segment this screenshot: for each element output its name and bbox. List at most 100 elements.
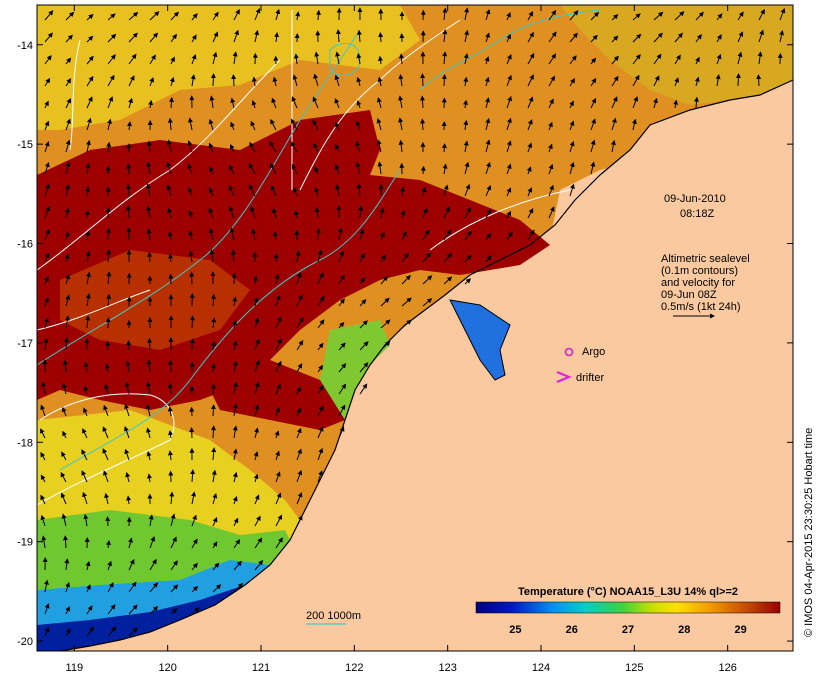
velocity-arrow — [314, 51, 320, 65]
lon-tick-label: 122 — [345, 662, 363, 674]
lon-tick-label: 125 — [625, 662, 643, 674]
velocity-arrow — [82, 428, 88, 439]
velocity-arrow — [86, 75, 94, 87]
velocity-arrow — [254, 29, 260, 43]
colorbar-tick-label: 25 — [509, 624, 521, 636]
velocity-arrow — [107, 582, 114, 593]
velocity-arrow — [124, 425, 130, 439]
velocity-arrow — [485, 232, 492, 241]
velocity-arrow — [44, 161, 50, 175]
velocity-arrow — [61, 451, 67, 461]
velocity-arrow — [189, 315, 195, 329]
velocity-arrow — [106, 249, 112, 263]
velocity-arrow — [254, 494, 260, 505]
velocity-arrow — [233, 381, 238, 395]
velocity-arrow — [275, 492, 282, 505]
velocity-arrow — [527, 74, 534, 87]
drifter-label: drifter — [576, 372, 604, 384]
velocity-arrow — [64, 558, 70, 571]
velocity-arrow — [376, 97, 382, 109]
velocity-arrow — [376, 118, 382, 131]
velocity-arrow — [422, 229, 430, 241]
velocity-arrow — [275, 383, 281, 395]
velocity-arrow — [317, 272, 324, 285]
velocity-arrow — [631, 118, 637, 131]
velocity-arrow — [104, 383, 109, 395]
velocity-arrow — [590, 97, 596, 109]
velocity-arrow — [149, 582, 159, 593]
velocity-arrow — [41, 535, 47, 549]
velocity-arrow — [400, 186, 406, 197]
velocity-arrow — [355, 140, 361, 153]
velocity-arrow — [441, 143, 447, 153]
velocity-arrow — [653, 32, 663, 43]
velocity-arrow — [611, 35, 619, 43]
velocity-arrow — [695, 33, 702, 43]
velocity-arrow — [230, 249, 236, 263]
velocity-arrow — [82, 491, 88, 505]
velocity-arrow — [611, 75, 619, 87]
lat-tick-label: -14 — [17, 40, 33, 52]
velocity-arrow — [191, 585, 199, 593]
velocity-arrow — [168, 253, 174, 263]
velocity-arrow — [61, 513, 67, 527]
velocity-arrow — [590, 118, 596, 131]
velocity-arrow — [314, 186, 320, 197]
velocity-arrow — [107, 13, 116, 21]
velocity-arrow — [337, 227, 343, 241]
velocity-arrow — [400, 210, 406, 219]
velocity-arrow — [380, 254, 386, 263]
velocity-arrow — [569, 183, 575, 197]
velocity-arrow — [232, 51, 238, 65]
velocity-arrow — [314, 206, 320, 219]
velocity-arrow — [485, 255, 492, 263]
velocity-arrow — [359, 320, 368, 329]
lon-tick-label: 124 — [532, 662, 550, 674]
velocity-arrow — [212, 584, 222, 593]
velocity-arrow — [379, 207, 385, 219]
velocity-arrow — [149, 77, 154, 87]
lon-tick-label: 119 — [66, 662, 84, 674]
velocity-arrow — [292, 74, 298, 87]
velocity-arrow — [380, 275, 388, 285]
velocity-arrow — [188, 117, 193, 131]
velocity-arrow — [249, 184, 256, 197]
sst-near-coast-green — [320, 320, 390, 420]
velocity-arrow — [128, 97, 133, 109]
velocity-arrow — [527, 229, 535, 241]
velocity-arrow — [611, 14, 619, 21]
velocity-arrow — [380, 341, 391, 351]
velocity-arrow — [506, 163, 512, 175]
velocity-arrow — [124, 403, 130, 417]
credit-text: © IMOS 04-Apr-2015 23:30:25 Hobart time — [803, 428, 815, 637]
velocity-arrow — [85, 560, 91, 571]
velocity-arrow — [43, 337, 49, 351]
velocity-arrow — [338, 383, 347, 395]
velocity-arrow — [338, 342, 346, 351]
velocity-arrow — [107, 74, 115, 87]
velocity-arrow — [275, 338, 282, 351]
velocity-arrow — [65, 161, 71, 175]
velocity-arrow — [422, 207, 428, 219]
velocity-arrow — [44, 603, 50, 615]
velocity-arrow — [590, 34, 598, 43]
velocity-arrow — [420, 165, 426, 175]
velocity-arrow — [254, 404, 260, 417]
velocity-arrow — [401, 274, 411, 285]
velocity-arrow — [85, 250, 91, 263]
velocity-arrow — [485, 161, 491, 175]
velocity-arrow — [85, 293, 91, 307]
velocity-arrow — [653, 11, 664, 21]
velocity-arrow — [758, 8, 765, 21]
velocity-arrow — [674, 77, 679, 87]
velocity-arrow — [359, 341, 369, 351]
velocity-arrow — [81, 449, 88, 461]
velocity-arrow — [527, 187, 533, 197]
velocity-arrow — [148, 514, 154, 527]
velocity-arrow — [254, 7, 261, 21]
argo-marker — [564, 347, 574, 357]
velocity-arrow — [443, 252, 453, 263]
velocity-arrow — [40, 404, 46, 417]
velocity-arrow — [464, 161, 470, 175]
